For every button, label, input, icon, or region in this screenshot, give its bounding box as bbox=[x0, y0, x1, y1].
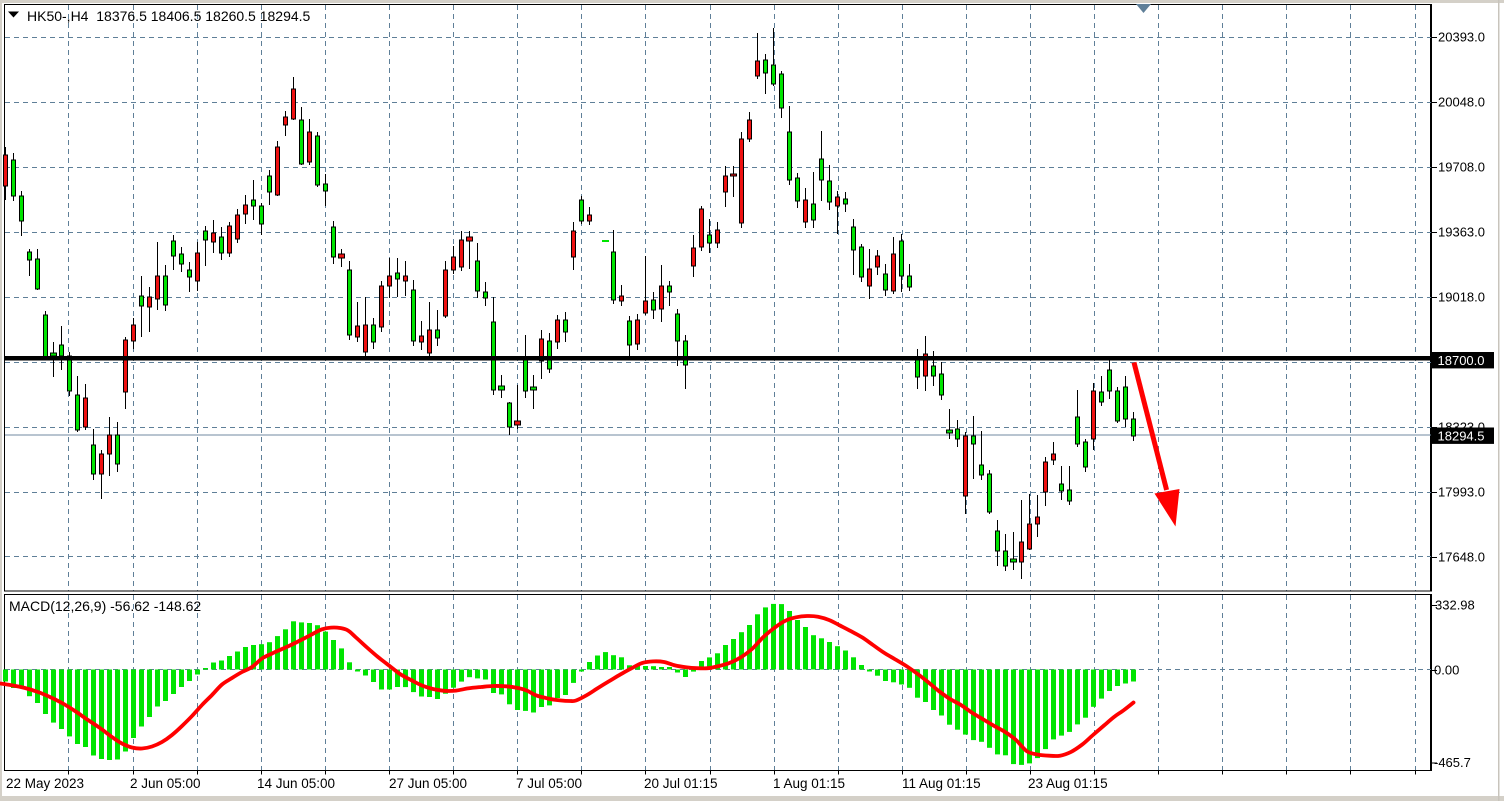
svg-text:18700.0: 18700.0 bbox=[1438, 353, 1485, 368]
svg-text:27 Jun 05:00: 27 Jun 05:00 bbox=[389, 776, 467, 791]
svg-text:22 May 2023: 22 May 2023 bbox=[6, 776, 84, 791]
svg-text:7 Jul 05:00: 7 Jul 05:00 bbox=[516, 776, 582, 791]
svg-text:17648.0: 17648.0 bbox=[1438, 550, 1485, 565]
svg-text:19018.0: 19018.0 bbox=[1438, 290, 1485, 305]
svg-text:17993.0: 17993.0 bbox=[1438, 485, 1485, 500]
svg-text:332.98: 332.98 bbox=[1435, 598, 1475, 613]
svg-text:18294.5: 18294.5 bbox=[1438, 428, 1485, 443]
svg-text:20393.0: 20393.0 bbox=[1438, 30, 1485, 45]
svg-text:2 Jun 05:00: 2 Jun 05:00 bbox=[130, 776, 201, 791]
svg-text:19363.0: 19363.0 bbox=[1438, 225, 1485, 240]
svg-text:11 Aug 01:15: 11 Aug 01:15 bbox=[902, 776, 981, 791]
svg-text:20048.0: 20048.0 bbox=[1438, 95, 1485, 110]
svg-text:23 Aug 01:15: 23 Aug 01:15 bbox=[1028, 776, 1108, 791]
svg-text:-465.7: -465.7 bbox=[1434, 755, 1471, 770]
svg-text:20 Jul 01:15: 20 Jul 01:15 bbox=[644, 776, 718, 791]
svg-text:MACD(12,26,9) -56.62 -148.62: MACD(12,26,9) -56.62 -148.62 bbox=[9, 598, 201, 614]
svg-text:1 Aug 01:15: 1 Aug 01:15 bbox=[773, 776, 845, 791]
svg-text:19708.0: 19708.0 bbox=[1438, 160, 1485, 175]
svg-text:HK50-,H4 18376.5 18406.5 1826: HK50-,H4 18376.5 18406.5 18260.5 18294.5 bbox=[27, 8, 311, 24]
svg-text:0.00: 0.00 bbox=[1434, 663, 1459, 678]
svg-text:14 Jun 05:00: 14 Jun 05:00 bbox=[257, 776, 335, 791]
